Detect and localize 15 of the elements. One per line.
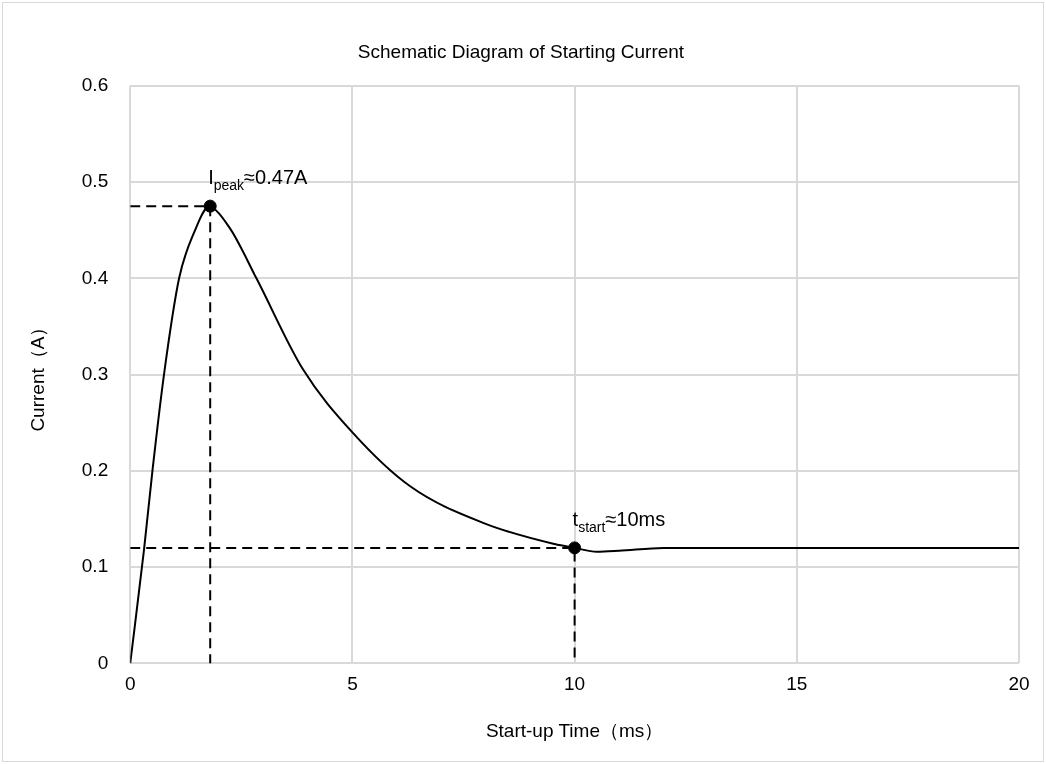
x-tick-label: 10 [564,673,586,695]
y-tick-label: 0.2 [81,459,109,481]
x-axis-title: Start-up Time（ms） [485,719,664,741]
x-tick-label: 20 [1008,673,1030,695]
y-tick-label: 0.5 [81,170,109,192]
y-tick-label: 0.1 [81,555,109,577]
y-tick-label: 0 [97,651,109,673]
y-axis-title: Current（A） [26,317,48,432]
x-tick-label: 0 [124,673,136,695]
chart-title: Schematic Diagram of Starting Current [357,40,685,62]
x-tick-label: 15 [786,673,808,695]
y-tick-label: 0.4 [81,266,109,288]
y-tick-label: 0.3 [81,362,109,384]
y-tick-label: 0.6 [81,74,109,96]
x-tick-label: 5 [347,673,358,695]
